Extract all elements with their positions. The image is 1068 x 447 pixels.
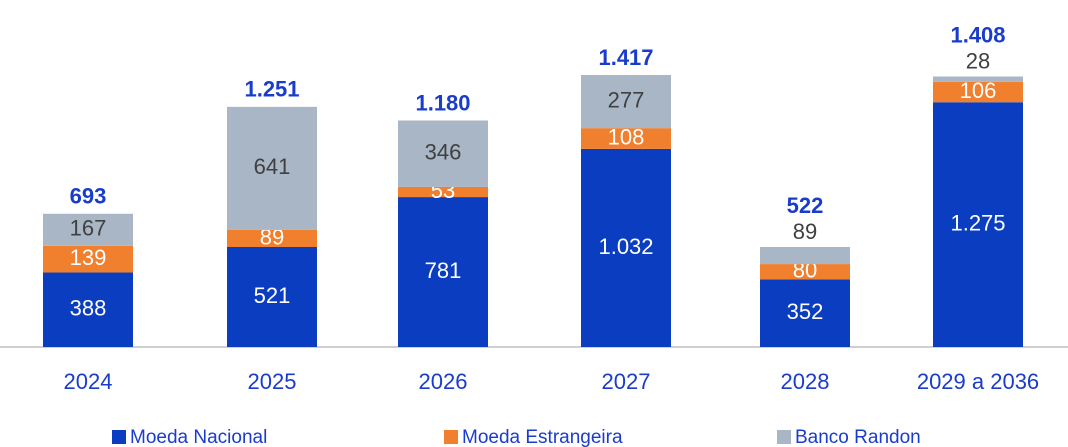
x-tick-label: 2027 [602, 369, 651, 394]
data-label: 106 [960, 78, 997, 103]
legend-label: Banco Randon [795, 427, 921, 447]
data-label: 388 [70, 296, 107, 321]
bar-segment [581, 128, 671, 149]
bar-segment [398, 120, 488, 187]
bar-segment [227, 106, 317, 230]
data-label: 108 [608, 124, 645, 149]
legend-label: Moeda Estrangeira [462, 427, 623, 447]
data-label: 781 [425, 258, 462, 283]
bar-segment [43, 213, 133, 246]
bar-segment [398, 186, 488, 198]
total-label: 1.408 [950, 22, 1005, 47]
bar-segment [933, 76, 1023, 82]
data-label: 346 [425, 140, 462, 165]
legend-swatch [112, 430, 126, 444]
data-label: 167 [70, 216, 107, 241]
data-label: 139 [70, 245, 107, 270]
bar-segment [933, 102, 1023, 347]
x-tick-label: 2025 [248, 369, 297, 394]
bar-segment [581, 75, 671, 129]
data-label: 1.275 [950, 210, 1005, 235]
bar-segment [933, 81, 1023, 103]
bar-segment [43, 272, 133, 347]
data-label: 277 [608, 87, 645, 112]
bar-segment [760, 246, 850, 265]
legend-label: Moeda Nacional [130, 427, 267, 447]
data-label: 1.032 [598, 234, 653, 259]
total-label: 693 [70, 184, 107, 209]
total-label: 1.180 [415, 90, 470, 115]
data-label: 28 [966, 48, 990, 73]
x-tick-label: 2026 [419, 369, 468, 394]
bar-segment [398, 197, 488, 347]
bar-segment [227, 229, 317, 247]
x-tick-label: 2029 a 2036 [917, 369, 1039, 394]
data-label: 89 [793, 219, 817, 244]
x-tick-label: 2028 [781, 369, 830, 394]
total-label: 1.251 [244, 77, 299, 102]
data-label: 521 [254, 283, 291, 308]
bar-segment [227, 246, 317, 347]
bar-segment [760, 279, 850, 347]
data-label: 641 [254, 154, 291, 179]
total-label: 522 [787, 193, 824, 218]
legend-swatch [777, 430, 791, 444]
bar-segment [760, 264, 850, 280]
bar-segment [581, 148, 671, 347]
bar-segment [43, 245, 133, 273]
legend-swatch [444, 430, 458, 444]
total-label: 1.417 [598, 45, 653, 70]
x-tick-label: 2024 [64, 369, 113, 394]
data-label: 352 [787, 299, 824, 324]
